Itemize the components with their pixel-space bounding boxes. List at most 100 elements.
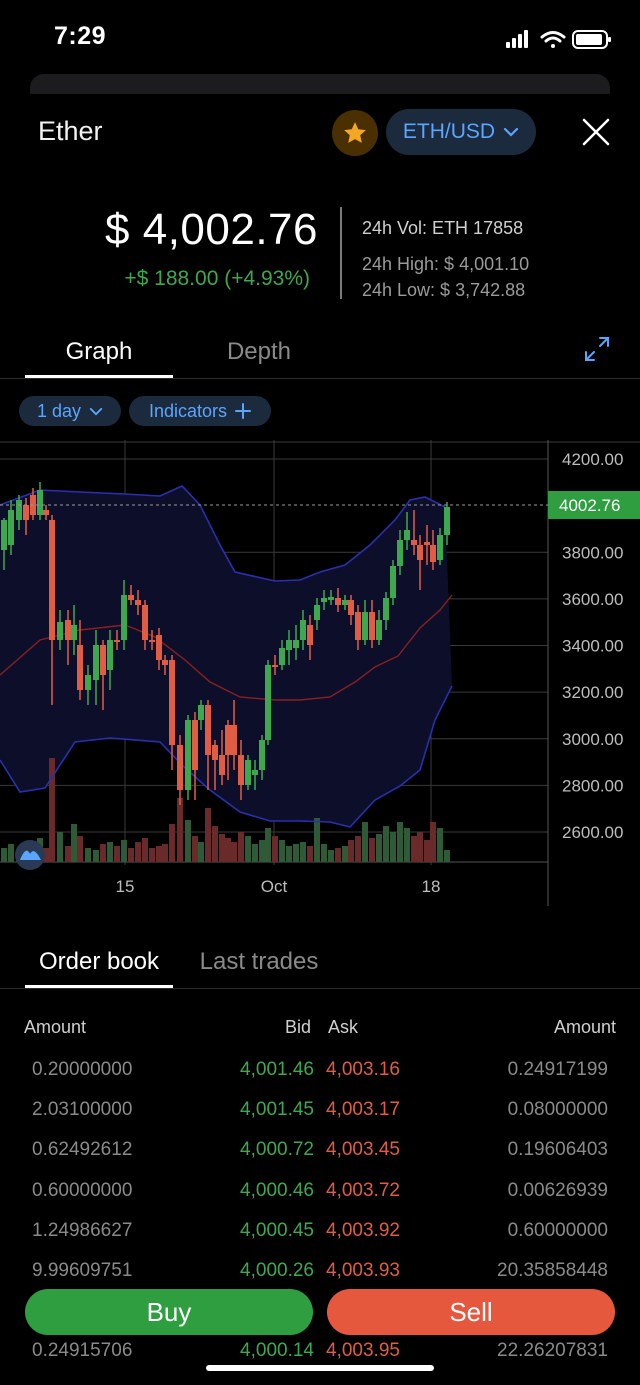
volume-bar [77, 836, 83, 862]
bid-price[interactable]: 4,000.45 [240, 1220, 314, 1241]
tab-order-book[interactable]: Order book [38, 948, 160, 975]
volume-bar [328, 850, 334, 862]
price-chart[interactable]: 4200.00 3800.00 3600.00 3400.00 3200.00 3000.… [0, 440, 640, 910]
candle-body [1, 520, 7, 550]
bid-price[interactable]: 4,000.72 [240, 1139, 314, 1160]
bid-price[interactable]: 4,000.46 [240, 1180, 314, 1201]
candle-body [8, 510, 14, 545]
candle-body [376, 620, 382, 640]
candle-body [77, 645, 83, 690]
candle-body [16, 500, 22, 520]
candle-body [100, 645, 106, 675]
volume-bar [335, 848, 341, 862]
bid-amount[interactable]: 2.03100000 [32, 1099, 133, 1120]
header-bid: Bid [284, 1017, 311, 1037]
ask-amount[interactable]: 22.26207831 [497, 1340, 608, 1361]
chevron-down-icon [89, 407, 103, 415]
bid-price[interactable]: 4,000.26 [240, 1260, 314, 1281]
volume-bar [135, 842, 141, 862]
interval-label: 1 day [36, 400, 82, 421]
bid-price[interactable]: 4,001.45 [240, 1099, 314, 1120]
candle-body [259, 740, 265, 770]
ask-amount[interactable]: 0.19606403 [507, 1139, 608, 1160]
volume-bar [121, 840, 127, 862]
star-icon [344, 122, 366, 143]
tab-depth[interactable]: Depth [226, 338, 292, 365]
candle-body [128, 595, 134, 600]
ask-amount[interactable]: 0.24917199 [507, 1059, 608, 1080]
bid-price[interactable]: 4,000.14 [240, 1340, 314, 1361]
volume-bar [430, 822, 436, 862]
x-axis: 15 Oct 18 [116, 877, 441, 896]
ask-amount[interactable]: 0.08000000 [507, 1099, 608, 1120]
ask-price[interactable]: 4,003.45 [326, 1139, 400, 1160]
tab-graph[interactable]: Graph [65, 338, 133, 365]
bid-amount[interactable]: 0.20000000 [32, 1059, 133, 1080]
bid-amount[interactable]: 0.62492612 [32, 1139, 133, 1160]
y-tick-label: 2600.00 [562, 823, 623, 842]
tab-last-trades[interactable]: Last trades [199, 948, 319, 975]
volume-bar [128, 848, 134, 862]
candle-body [238, 755, 244, 785]
divider [0, 378, 640, 379]
pair-selector[interactable]: ETH/USD [386, 109, 536, 155]
volume-bar [362, 822, 368, 862]
favorite-button[interactable] [332, 110, 378, 156]
ask-price[interactable]: 4,003.95 [326, 1340, 400, 1361]
bid-amount[interactable]: 0.60000000 [32, 1180, 133, 1201]
close-icon[interactable] [576, 112, 616, 152]
ask-price[interactable]: 4,003.17 [326, 1099, 400, 1120]
current-price-tag [548, 490, 640, 519]
candle-body [444, 507, 450, 535]
volume-bar [279, 840, 285, 862]
volume-bar [417, 832, 423, 862]
bollinger-middle-line [0, 594, 453, 701]
ask-price[interactable]: 4,003.72 [326, 1180, 400, 1201]
bid-amount[interactable]: 1.24986627 [32, 1220, 133, 1241]
candle-body [169, 660, 175, 745]
ask-price[interactable]: 4,003.93 [326, 1260, 400, 1281]
buy-button[interactable]: Buy [25, 1289, 313, 1335]
volume-bar [71, 824, 77, 862]
volume-bar [142, 838, 148, 862]
ask-amount[interactable]: 20.35858448 [497, 1260, 608, 1281]
candle-body [65, 620, 71, 640]
candle-body [156, 635, 162, 660]
bid-amount[interactable]: 0.24915706 [32, 1340, 133, 1361]
candle-body [57, 622, 63, 640]
ask-price[interactable]: 4,003.92 [326, 1220, 400, 1241]
candle-body [37, 490, 43, 515]
active-tab-indicator [25, 375, 173, 378]
volume-bar [149, 848, 155, 862]
status-time: 7:29 [54, 22, 107, 50]
volume-bar [286, 846, 292, 862]
volume-bar [114, 846, 120, 862]
signal-icon [506, 30, 528, 48]
header-bid-amount: Amount [24, 1017, 87, 1037]
ask-price[interactable]: 4,003.16 [326, 1059, 400, 1080]
sell-button[interactable]: Sell [327, 1289, 615, 1335]
y-tick-label: 2800.00 [562, 776, 623, 795]
bollinger-upper-line [0, 485, 446, 582]
candle-body [135, 600, 141, 605]
bid-price[interactable]: 4,001.46 [240, 1059, 314, 1080]
x-tick-label: 15 [116, 877, 135, 896]
candle-body [71, 625, 77, 640]
candle-body [279, 648, 285, 665]
divider [0, 988, 640, 989]
ask-amount[interactable]: 0.60000000 [507, 1220, 608, 1241]
candle-body [93, 645, 99, 680]
interval-selector[interactable]: 1 day [19, 396, 121, 426]
indicators-button[interactable]: Indicators [129, 396, 271, 426]
bid-amount[interactable]: 9.99609751 [32, 1260, 133, 1281]
volume-bar [259, 840, 265, 862]
volume-bar [198, 842, 204, 862]
volume-bar [65, 846, 71, 862]
ask-amount[interactable]: 0.00626939 [507, 1180, 608, 1201]
y-tick-label: 4200.00 [562, 450, 623, 469]
expand-icon[interactable] [582, 334, 612, 364]
candle-body [245, 760, 251, 785]
candle-body [149, 640, 155, 642]
candle-body [212, 745, 218, 760]
chart-logo [15, 840, 45, 870]
